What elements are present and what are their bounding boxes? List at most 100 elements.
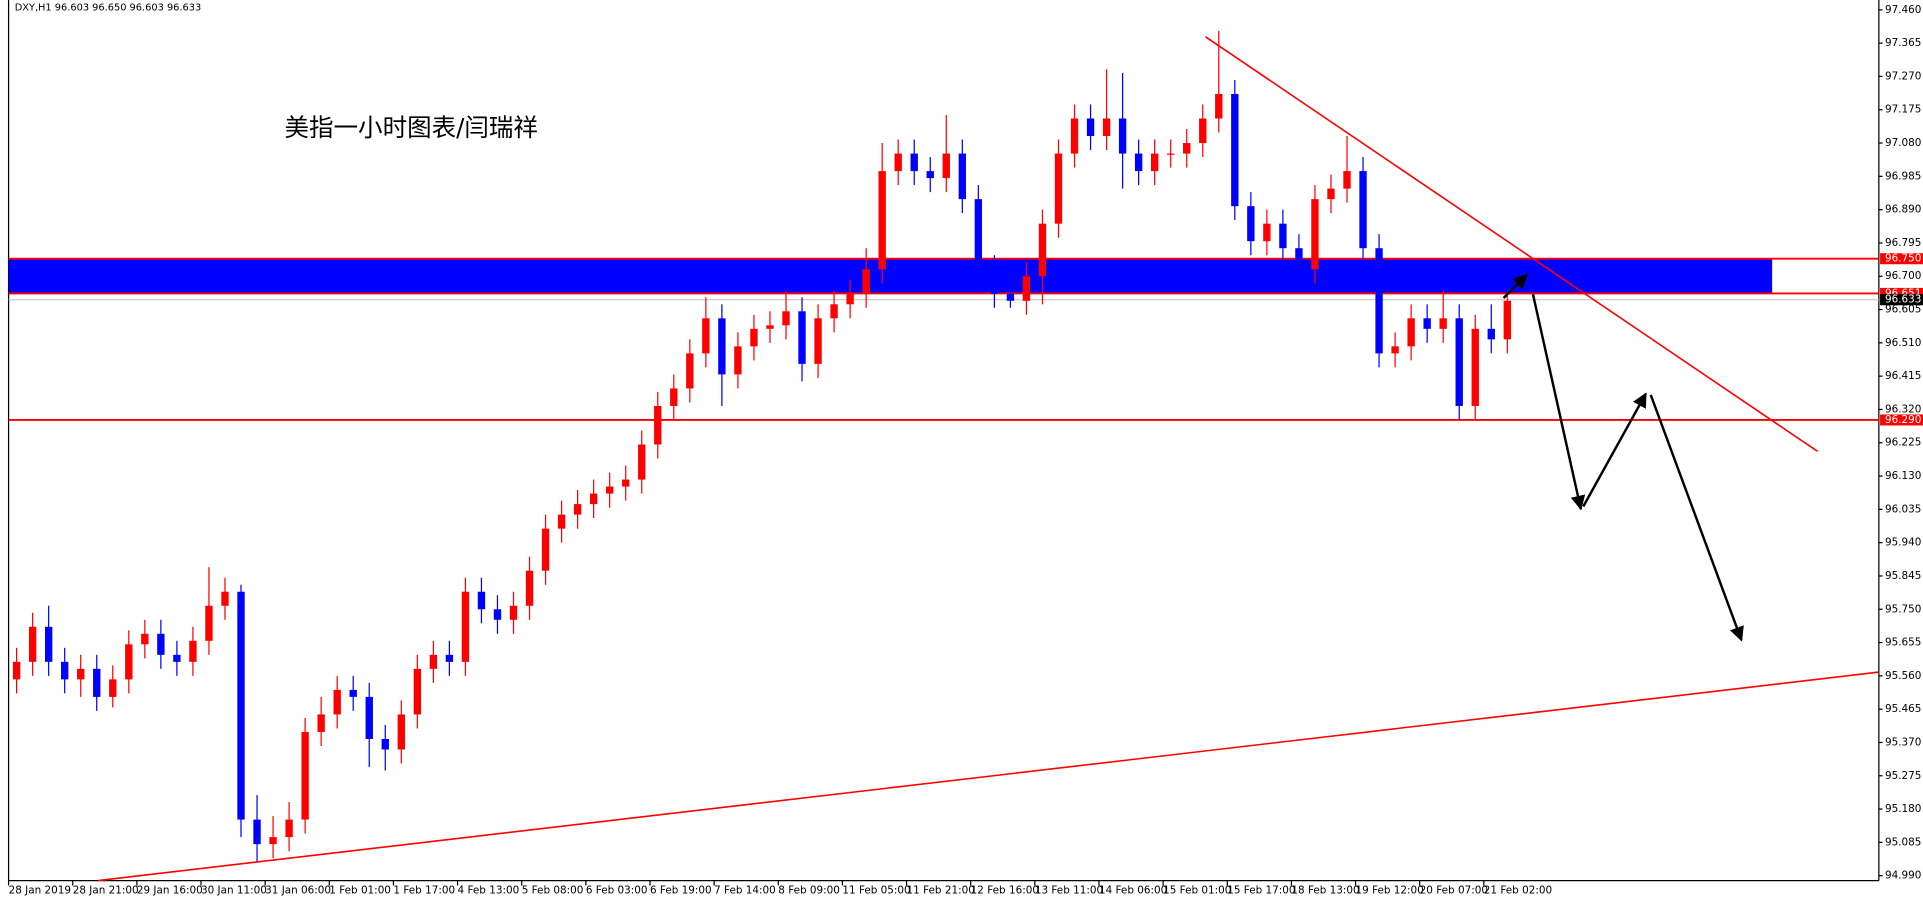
candle-body — [557, 514, 566, 529]
x-tick-label: 11 Feb 21:00 — [907, 884, 975, 896]
candle-body — [718, 318, 726, 375]
candle-body — [237, 591, 245, 820]
candle-body — [830, 304, 838, 319]
x-tick-label: 12 Feb 16:00 — [971, 884, 1039, 896]
x-tick-label: 6 Feb 19:00 — [650, 884, 712, 896]
candle-body — [461, 591, 470, 662]
candle-body — [285, 819, 293, 838]
trendline-up — [98, 671, 1879, 882]
candle-body — [686, 353, 694, 389]
candle-body — [1375, 248, 1383, 354]
x-tick-label: 15 Feb 01:00 — [1163, 884, 1231, 896]
candle-body — [766, 325, 774, 329]
y-tick-label: 96.510 — [1885, 337, 1921, 349]
candle-body — [445, 654, 454, 662]
marks: 97.460 97.365 97.270 97.175 97.080 96.985 96.8… — [7, 4, 1923, 896]
price-tag — [1880, 253, 1923, 265]
y-tick-label: 96.415 — [1885, 370, 1921, 382]
y-tick-label: 97.460 — [1885, 4, 1921, 16]
y-tick-label: 94.990 — [1885, 870, 1921, 882]
candle-body — [1455, 318, 1463, 406]
candle-body — [638, 444, 646, 480]
x-tick-label: 11 Feb 05:00 — [842, 884, 910, 896]
candle-body — [1439, 318, 1447, 329]
y-tick-label: 96.320 — [1885, 403, 1921, 415]
x-tick-label: 6 Feb 03:00 — [586, 884, 648, 896]
candle-body — [349, 689, 357, 697]
candle-body — [77, 668, 85, 680]
candle-body — [1183, 143, 1191, 154]
candle-body — [894, 153, 902, 172]
y-tick-label: 97.270 — [1885, 70, 1921, 82]
trendline-down — [1205, 36, 1818, 452]
candle-body — [317, 714, 325, 732]
price-tag — [1880, 414, 1923, 426]
forecast-arrows — [1502, 273, 1744, 642]
chart-title: 美指一小时图表/闫瑞祥 — [285, 113, 538, 142]
x-tick-label: 30 Jan 11:00 — [201, 884, 267, 896]
y-tick-label: 97.175 — [1885, 104, 1921, 116]
candle-body — [173, 654, 181, 662]
candle-body — [926, 171, 934, 179]
candle-body — [702, 318, 710, 354]
candle-body — [1022, 276, 1031, 301]
y-tick-label: 95.940 — [1885, 537, 1921, 549]
candle-body — [1102, 118, 1111, 137]
candle-body — [509, 605, 518, 620]
candle-body — [573, 504, 582, 515]
y-tick-label: 95.465 — [1885, 703, 1921, 715]
candle-body — [1279, 223, 1287, 249]
y-tick-label: 97.365 — [1885, 37, 1921, 49]
y-tick-label: 95.085 — [1885, 836, 1921, 848]
candle-body — [589, 493, 598, 505]
candle-body — [1054, 153, 1063, 224]
candle-body — [1199, 118, 1207, 144]
x-tick-label: 5 Feb 08:00 — [522, 884, 584, 896]
candle-body — [253, 819, 261, 845]
x-tick-label: 28 Jan 21:00 — [73, 884, 139, 896]
resistance-zone — [8, 258, 1773, 294]
candle-body — [782, 311, 790, 326]
candle-body — [141, 633, 149, 645]
candle-body — [269, 837, 277, 845]
x-tick-label: 4 Feb 13:00 — [458, 884, 520, 896]
y-tick-label: 96.700 — [1885, 270, 1921, 282]
x-tick-label: 20 Feb 07:00 — [1420, 884, 1488, 896]
candle-body — [205, 605, 213, 641]
y-tick-label: 96.035 — [1885, 503, 1921, 515]
candle-body — [397, 714, 405, 750]
candle-body — [333, 689, 341, 715]
y-tick-label: 95.560 — [1885, 670, 1921, 682]
candle-body — [1359, 171, 1367, 249]
price-tag — [1880, 294, 1923, 306]
candle-body — [605, 486, 614, 494]
y-tick-label: 96.605 — [1885, 304, 1921, 316]
candle-body — [1118, 118, 1127, 154]
candle-body — [1295, 248, 1303, 270]
arrow — [1531, 294, 1586, 511]
candle-body — [750, 328, 758, 347]
candle-body — [301, 731, 309, 820]
x-tick-label: 29 Jan 16:00 — [137, 884, 203, 896]
y-tick-label: 96.985 — [1885, 170, 1921, 182]
candle-body — [1407, 318, 1415, 347]
candle-body — [974, 199, 983, 270]
candle-body — [1150, 153, 1159, 172]
candle-body — [1343, 171, 1351, 189]
candle-body — [44, 626, 53, 662]
candle-body — [1070, 118, 1079, 154]
x-tick-label: 31 Jan 06:00 — [265, 884, 331, 896]
candle-body — [221, 591, 229, 606]
candle-body — [1247, 206, 1255, 242]
price-tag-label: 96.290 — [1885, 414, 1921, 426]
x-tick-label: 19 Feb 12:00 — [1356, 884, 1424, 896]
candle-body — [910, 153, 918, 172]
arrow — [1649, 394, 1744, 642]
y-tick-label: 95.275 — [1885, 770, 1921, 782]
candle-body — [109, 679, 117, 697]
candle-body — [12, 661, 21, 680]
candle-body — [125, 644, 133, 680]
price-tag-label: 96.750 — [1885, 253, 1921, 265]
y-tick-label: 97.080 — [1885, 137, 1921, 149]
